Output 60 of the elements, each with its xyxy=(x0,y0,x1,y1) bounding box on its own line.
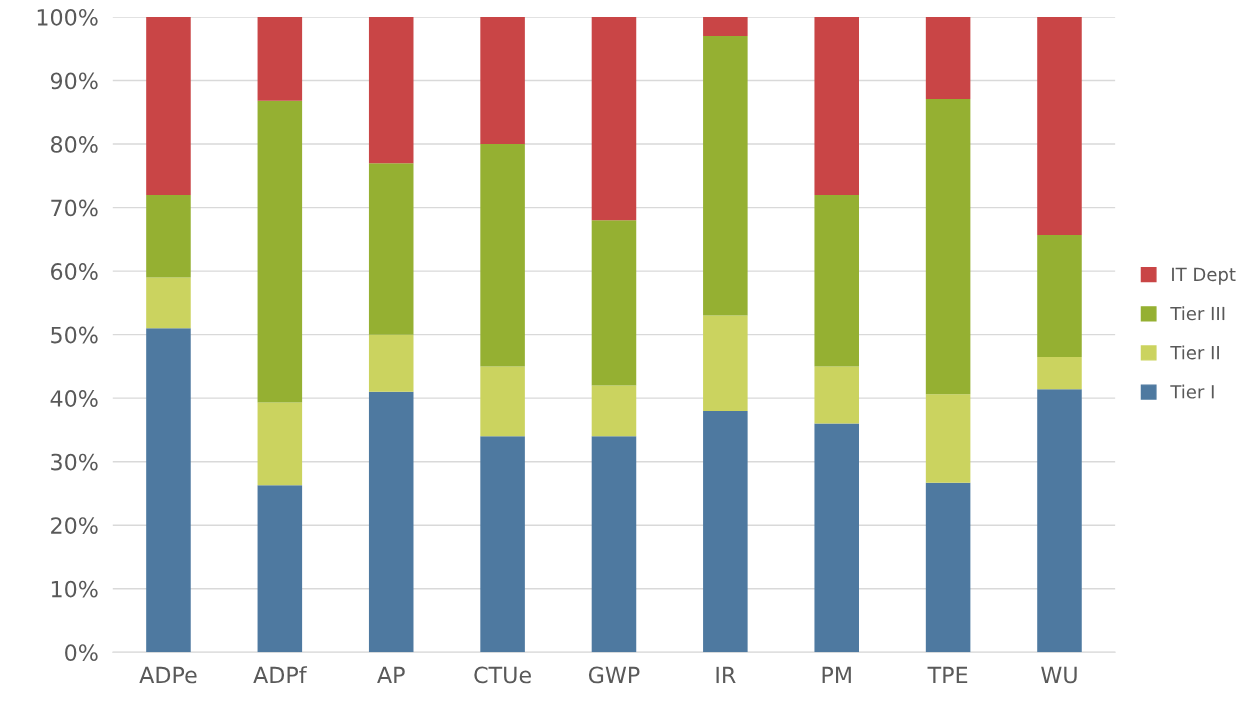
legend-label: Tier I xyxy=(1170,384,1214,399)
y-tick-label: 40% xyxy=(50,390,98,407)
x-tick-label: GWP xyxy=(588,666,640,684)
x-tick-label: ADPe xyxy=(139,666,197,684)
bar xyxy=(368,163,414,335)
bar xyxy=(1037,356,1082,390)
bar xyxy=(703,410,748,653)
bar xyxy=(480,144,525,367)
bar xyxy=(146,17,191,195)
y-tick-label: 100% xyxy=(37,8,98,26)
y-tick-label: 50% xyxy=(51,326,98,344)
bar xyxy=(257,402,303,486)
bar xyxy=(257,17,303,101)
y-tick-label: 70% xyxy=(51,199,98,217)
bar xyxy=(703,315,748,411)
bar xyxy=(480,17,525,145)
y-tick-label: 0% xyxy=(65,644,98,662)
bar xyxy=(814,423,859,653)
bar xyxy=(480,436,525,653)
x-tick-label: IR xyxy=(716,666,736,684)
bar xyxy=(368,17,414,164)
x-tick-label: ADPf xyxy=(253,666,308,684)
bar xyxy=(480,366,525,437)
bar xyxy=(703,36,748,316)
x-tick-label: CTUe xyxy=(474,666,531,684)
bar xyxy=(925,17,971,99)
bar xyxy=(1037,389,1082,653)
y-tick-label: 30% xyxy=(51,453,98,471)
bar xyxy=(368,391,414,653)
bar xyxy=(146,328,191,653)
y-tick-label: 80% xyxy=(51,136,98,153)
y-tick-label: 20% xyxy=(51,517,98,534)
x-tick-label: WU xyxy=(1041,666,1077,684)
bar xyxy=(591,385,637,437)
bar xyxy=(814,17,859,195)
x-tick-label: PM xyxy=(822,666,851,684)
legend-label: Tier II xyxy=(1170,345,1219,360)
legend-label: IT Dept xyxy=(1172,267,1236,285)
x-tick-label: TPE xyxy=(927,666,968,684)
bar xyxy=(591,220,637,386)
legend-label: Tier III xyxy=(1170,306,1225,321)
bar xyxy=(703,17,748,37)
bar xyxy=(591,436,637,653)
bar xyxy=(925,394,971,483)
bar xyxy=(257,100,303,403)
y-tick-label: 60% xyxy=(51,263,98,280)
bar xyxy=(1037,234,1082,357)
bar xyxy=(368,334,414,392)
bar xyxy=(814,194,859,367)
bar xyxy=(257,485,303,653)
bar xyxy=(925,482,971,653)
x-tick-label: AP xyxy=(377,666,405,684)
bar xyxy=(925,98,971,395)
y-tick-label: 10% xyxy=(51,580,98,598)
bar xyxy=(146,277,191,329)
bar xyxy=(591,17,637,221)
bar xyxy=(146,194,191,278)
y-tick-label: 90% xyxy=(50,72,98,90)
bar xyxy=(1037,17,1082,235)
bar xyxy=(814,366,859,424)
